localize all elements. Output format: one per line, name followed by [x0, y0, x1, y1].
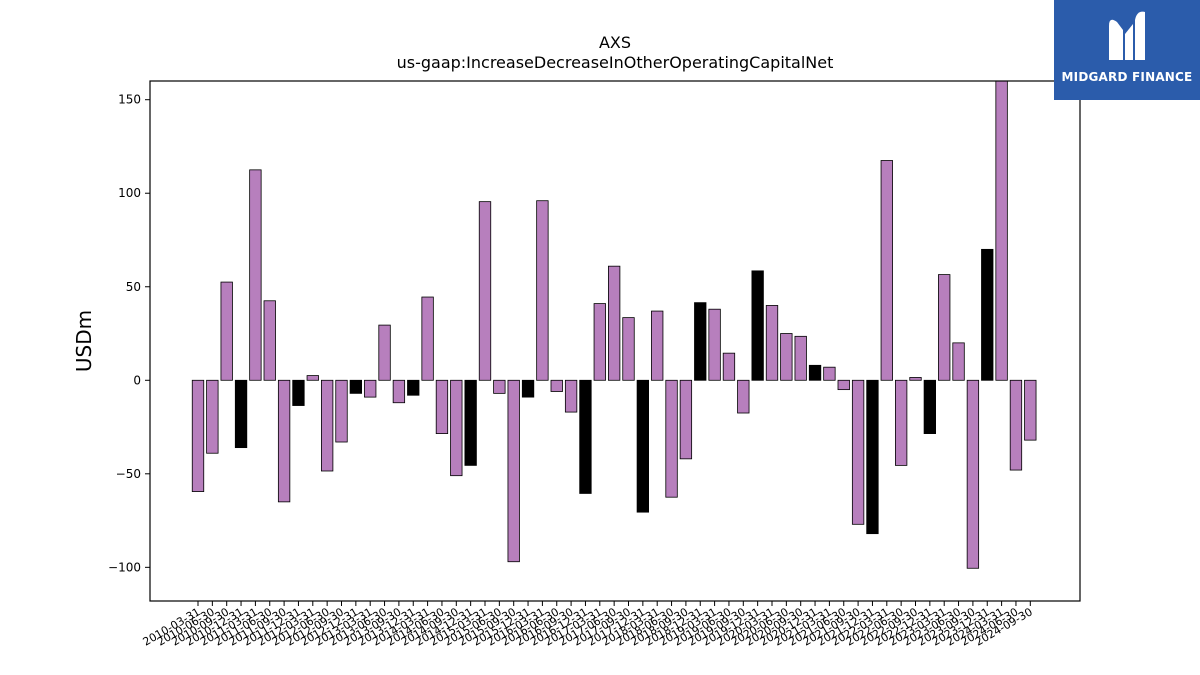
bar-2015-12-31: [521, 379, 535, 398]
midgard-m-logo-icon: [1109, 11, 1145, 60]
bar-2018-06-30: [665, 379, 678, 498]
bar-2016-03-31: [536, 200, 549, 381]
bar-2024-06-30: [1009, 379, 1023, 471]
bar-2021-06-30: [837, 379, 850, 391]
chart-subtitle: us-gaap:IncreaseDecreaseInOtherOperating…: [397, 53, 834, 72]
bar-2014-03-31: [421, 296, 434, 381]
bar-2014-09-30: [450, 379, 463, 477]
y-tick-label: −50: [116, 467, 141, 481]
bar-2023-03-31: [938, 274, 951, 381]
bar-2012-12-31: [349, 379, 363, 394]
chart-title: AXS: [599, 33, 631, 52]
bar-2018-09-30: [679, 379, 693, 460]
bar-2022-09-30: [909, 377, 922, 381]
bar-2021-03-31: [823, 366, 836, 381]
bar-2018-12-31: [694, 302, 707, 381]
brand-name: MIDGARD FINANCE: [1061, 70, 1193, 84]
bar-2015-03-31: [478, 201, 492, 381]
bar-2014-06-30: [435, 379, 449, 434]
y-tick-label: −100: [108, 560, 141, 574]
bar-2011-09-30: [277, 379, 291, 503]
bar-2016-12-31: [579, 379, 592, 494]
bar-2014-12-31: [464, 379, 477, 466]
bar-2015-09-30: [507, 379, 520, 563]
bar-2020-03-31: [765, 305, 779, 381]
bar-2017-09-30: [622, 317, 635, 381]
bar-2019-09-30: [737, 379, 750, 414]
y-tick-label: 50: [126, 280, 141, 294]
bar-2011-12-31: [292, 379, 305, 406]
bar-2023-12-31: [981, 248, 994, 381]
bar-2013-12-31: [407, 379, 420, 396]
bar-2020-09-30: [794, 335, 807, 381]
bar-2010-09-30: [220, 281, 233, 381]
bar-2010-12-31: [234, 379, 248, 449]
bar-2023-09-30: [966, 379, 980, 569]
bar-2021-09-30: [851, 379, 865, 525]
bar-2017-03-31: [593, 303, 606, 381]
bar-2024-09-30: [1024, 379, 1037, 441]
bar-2019-06-30: [722, 352, 736, 381]
bar-2011-03-31: [249, 169, 262, 381]
bar-2020-06-30: [780, 333, 793, 381]
bar-2020-12-31: [808, 364, 822, 381]
bar-2019-03-31: [708, 308, 721, 381]
y-tick-label: 0: [133, 373, 141, 387]
y-axis-ticks: −100 −50 0 50 100 150: [108, 93, 150, 574]
bar-2023-06-30: [952, 342, 965, 381]
plot-frame: [149, 80, 1081, 602]
brand-logo: MIDGARD FINANCE: [1054, 0, 1200, 100]
bars-group: [191, 80, 1037, 569]
bar-2012-06-30: [320, 379, 334, 472]
y-tick-label: 100: [118, 186, 141, 200]
bar-2017-12-31: [636, 379, 649, 513]
bar-2017-06-30: [608, 265, 621, 381]
bar-2016-09-30: [564, 379, 578, 413]
x-axis-ticks: 2010-03-312010-06-302010-09-302010-12-31…: [141, 601, 1035, 649]
bar-2013-03-31: [364, 379, 377, 398]
bar-2012-03-31: [306, 375, 319, 381]
bar-2018-03-31: [651, 310, 664, 381]
bar-2011-06-30: [263, 300, 276, 381]
bar-2022-12-31: [923, 379, 936, 434]
bar-2015-06-30: [493, 379, 506, 394]
bar-2022-03-31: [880, 160, 893, 381]
bar-2012-09-30: [335, 379, 348, 443]
y-tick-label: 150: [118, 93, 141, 107]
bar-2016-06-30: [550, 379, 563, 392]
bar-2013-09-30: [392, 379, 406, 404]
bar-2024-03-31: [995, 80, 1008, 381]
y-axis-label: USDm: [72, 310, 96, 372]
bar-2022-06-30: [895, 379, 908, 466]
bar-2010-03-31: [191, 379, 205, 492]
bar-2019-12-31: [751, 270, 764, 381]
bar-2010-06-30: [206, 379, 219, 454]
bar-2013-06-30: [378, 324, 391, 381]
bar-2021-12-31: [866, 379, 879, 535]
